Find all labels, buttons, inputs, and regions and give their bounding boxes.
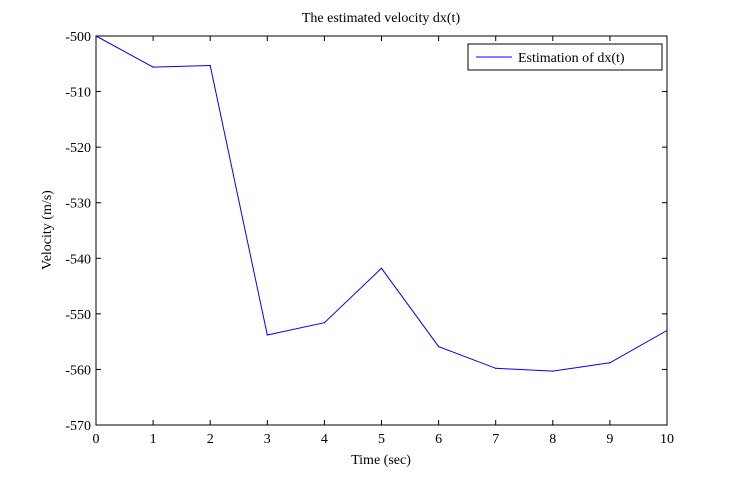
data-point	[438, 346, 440, 348]
data-point	[609, 362, 611, 364]
x-tick-label: 2	[207, 432, 214, 447]
chart-title: The estimated velocity dx(t)	[302, 11, 461, 26]
x-tick-label: 5	[378, 432, 385, 447]
x-tick-label: 10	[660, 432, 674, 447]
y-tick-label: -510	[65, 86, 91, 101]
x-tick-label: 3	[264, 432, 271, 447]
x-axis-title: Time (sec)	[351, 453, 411, 468]
x-tick-label: 9	[606, 432, 613, 447]
ticks-layer: 0 1 2 3 4 5 6 7 8 9 10 -570 -560 -550 -540 -530 -520 -510…	[65, 30, 674, 447]
data-point	[323, 322, 325, 324]
data-point	[380, 267, 383, 269]
x-tick-label: 6	[435, 432, 442, 447]
y-axis-title: Velocity (m/s)	[40, 190, 55, 270]
y-tick-label: -540	[65, 252, 91, 267]
legend-label: Estimation of dx(t)	[518, 51, 625, 66]
y-tick-label: -530	[65, 197, 91, 212]
y-tick-label: -500	[65, 30, 91, 45]
data-point	[95, 35, 97, 37]
x-tick-label: 4	[321, 432, 328, 447]
series-layer	[95, 35, 668, 372]
data-point	[152, 66, 154, 68]
data-point	[209, 64, 211, 67]
x-tick-label: 8	[549, 432, 556, 447]
x-tick-label: 1	[150, 432, 157, 447]
legend-box	[467, 43, 663, 71]
data-point	[495, 367, 497, 369]
data-point	[552, 370, 554, 372]
x-tick-label: 0	[93, 432, 100, 447]
x-tick-label: 7	[492, 432, 499, 447]
y-tick-label: -560	[65, 363, 91, 378]
data-point	[266, 334, 268, 336]
y-tick-label: -570	[65, 419, 91, 434]
data-point	[666, 329, 668, 332]
y-tick-label: -550	[65, 308, 91, 323]
y-tick-label: -520	[65, 141, 91, 156]
legend: Estimation of dx(t)	[467, 43, 663, 71]
plot-area	[95, 35, 668, 426]
